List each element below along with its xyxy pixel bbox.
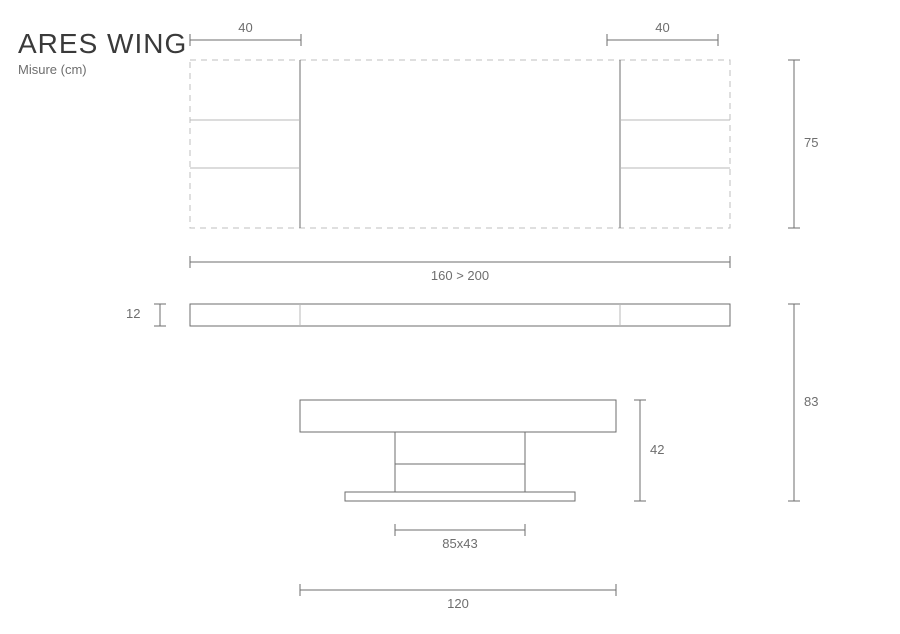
dim-label-12: 12 [126, 306, 140, 321]
dim-label-85x43: 85x43 [420, 536, 500, 551]
dim-label-75: 75 [804, 135, 818, 150]
diagram-stage: ARES WING Misure (cm) 40 40 75 160 > 200… [0, 0, 900, 634]
dim-label-42: 42 [650, 442, 664, 457]
dim-label-40-left: 40 [206, 20, 286, 35]
dim-label-83: 83 [804, 394, 818, 409]
dim-label-40-right: 40 [623, 20, 703, 35]
dim-label-160-200: 160 > 200 [420, 268, 500, 283]
dim-label-120: 120 [418, 596, 498, 611]
